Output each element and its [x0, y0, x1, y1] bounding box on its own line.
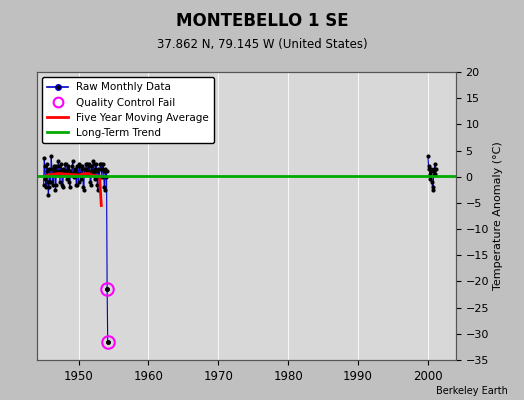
Text: Berkeley Earth: Berkeley Earth [436, 386, 508, 396]
Text: 37.862 N, 79.145 W (United States): 37.862 N, 79.145 W (United States) [157, 38, 367, 51]
Y-axis label: Temperature Anomaly (°C): Temperature Anomaly (°C) [493, 142, 503, 290]
Text: MONTEBELLO 1 SE: MONTEBELLO 1 SE [176, 12, 348, 30]
Legend: Raw Monthly Data, Quality Control Fail, Five Year Moving Average, Long-Term Tren: Raw Monthly Data, Quality Control Fail, … [42, 77, 214, 143]
